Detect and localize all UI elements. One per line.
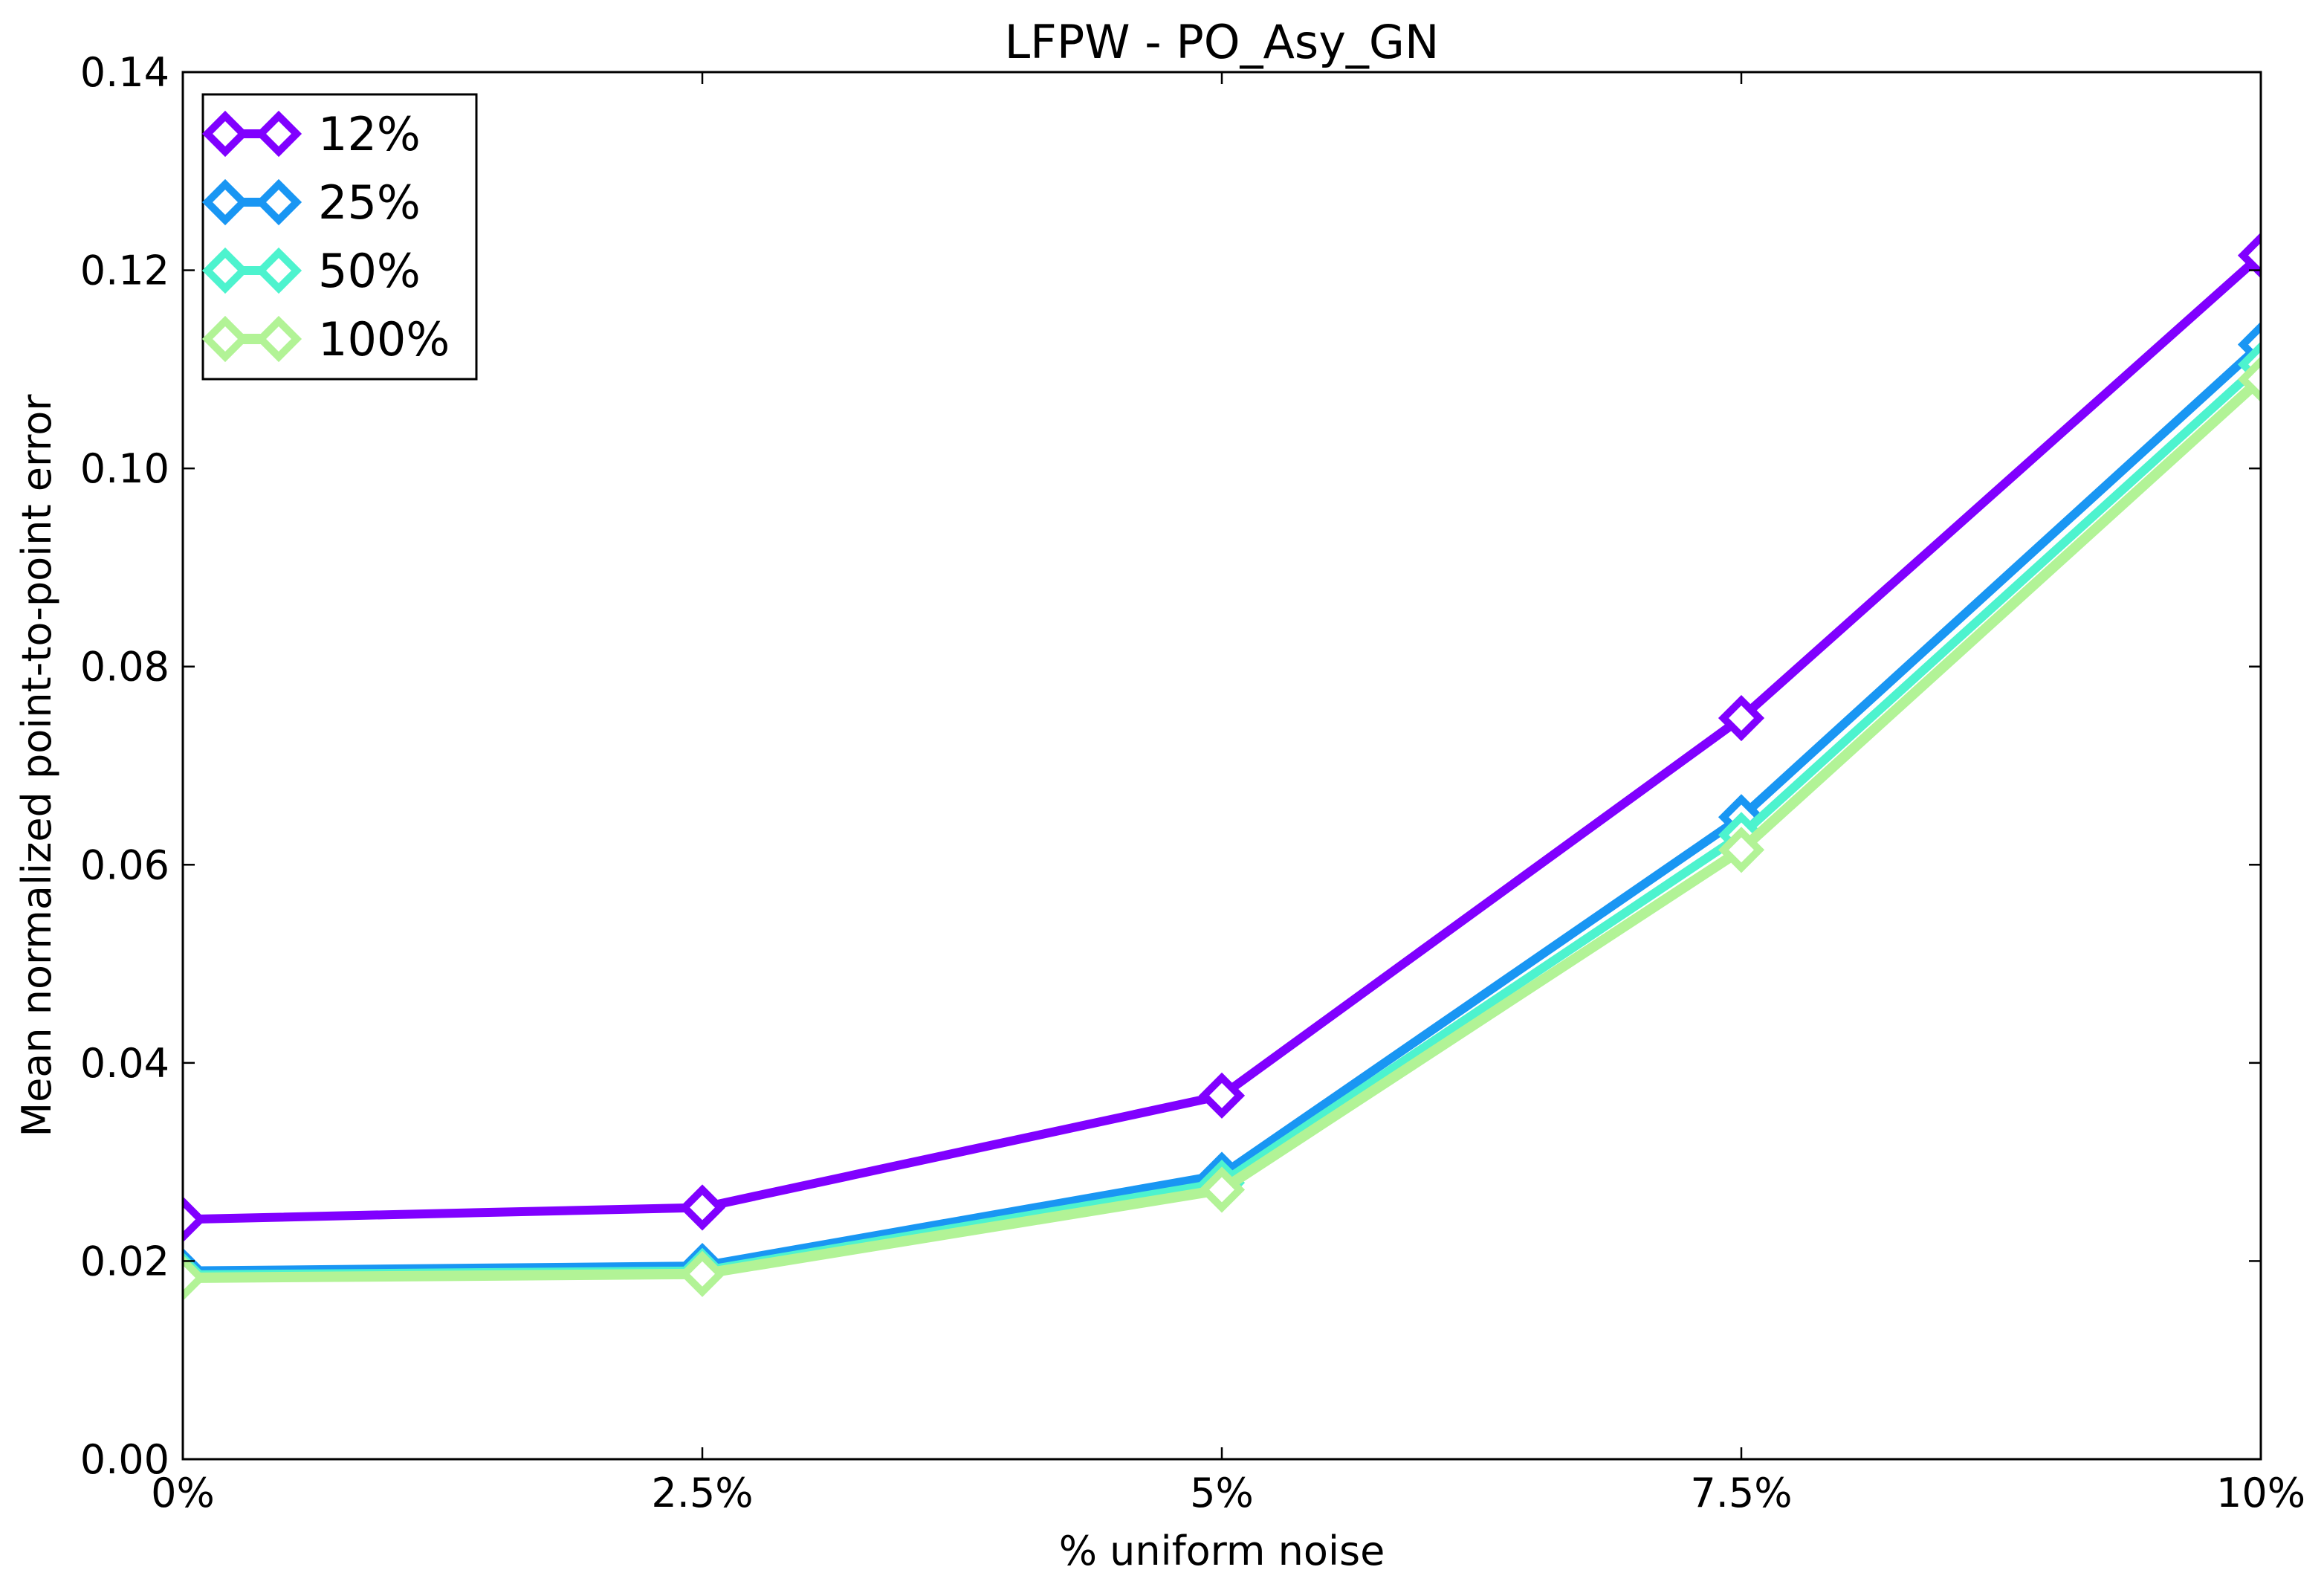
- series-line: [183, 361, 2261, 1280]
- y-tick-label: 0.02: [80, 1238, 169, 1285]
- x-tick-label: 10%: [2216, 1470, 2305, 1516]
- data-point: [1198, 1166, 1246, 1213]
- legend-marker: [201, 110, 249, 158]
- legend-marker: [255, 178, 302, 226]
- y-axis-title: Mean normalized point-to-point error: [13, 394, 60, 1137]
- y-axis: 0.00 0.02 0.04 0.06 0.08 0.10 0.12 0.14: [80, 49, 2261, 1483]
- y-tick-label: 0.06: [80, 841, 169, 888]
- plot-lines: [183, 232, 2261, 1302]
- legend-label: 12%: [318, 107, 421, 161]
- legend-marker: [201, 178, 249, 226]
- data-point: [2237, 232, 2261, 279]
- x-tick-label: 0%: [151, 1470, 215, 1516]
- legend-label: 100%: [318, 312, 450, 366]
- legend-marker: [255, 110, 302, 158]
- plot-frame: [181, 71, 2262, 1461]
- legend-entry: 50%: [201, 244, 421, 298]
- y-tick-label: 0.10: [80, 445, 169, 492]
- legend-marker: [255, 247, 302, 294]
- chart-title: LFPW - PO_Asy_GN: [1005, 15, 1440, 69]
- y-tick-label: 0.08: [80, 644, 169, 691]
- y-tick-label: 0.12: [80, 248, 169, 294]
- legend-marker: [201, 247, 249, 294]
- series-line: [183, 341, 2261, 1276]
- legend-entry: 100%: [201, 312, 450, 366]
- data-point: [679, 1184, 726, 1231]
- x-tick-label: 5%: [1190, 1470, 1254, 1516]
- legend-box: [201, 93, 478, 381]
- data-point: [1198, 1072, 1246, 1119]
- x-tick-label: 7.5%: [1690, 1470, 1792, 1516]
- y-tick-label: 0.14: [80, 49, 169, 96]
- legend-entry: 25%: [201, 175, 421, 230]
- data-point: [2237, 356, 2261, 403]
- y-tick-label: 0.00: [80, 1436, 169, 1483]
- legend: 12% 25% 50% 100%: [201, 93, 478, 381]
- legend-entry: 12%: [201, 107, 421, 161]
- data-point: [1718, 694, 1765, 742]
- series-line: [183, 375, 2261, 1284]
- data-point: [679, 1250, 726, 1297]
- data-point: [183, 1255, 207, 1302]
- legend-marker: [255, 315, 302, 363]
- legend-label: 25%: [318, 175, 421, 230]
- legend-marker: [201, 315, 249, 363]
- x-tick-label: 2.5%: [651, 1470, 753, 1516]
- x-axis: 0% 2.5% 5% 7.5% 10%: [151, 72, 2305, 1516]
- legend-label: 50%: [318, 244, 421, 298]
- data-point: [183, 1196, 207, 1243]
- data-point: [1718, 827, 1765, 873]
- x-axis-title: % uniform noise: [1059, 1528, 1385, 1574]
- y-tick-label: 0.04: [80, 1040, 169, 1087]
